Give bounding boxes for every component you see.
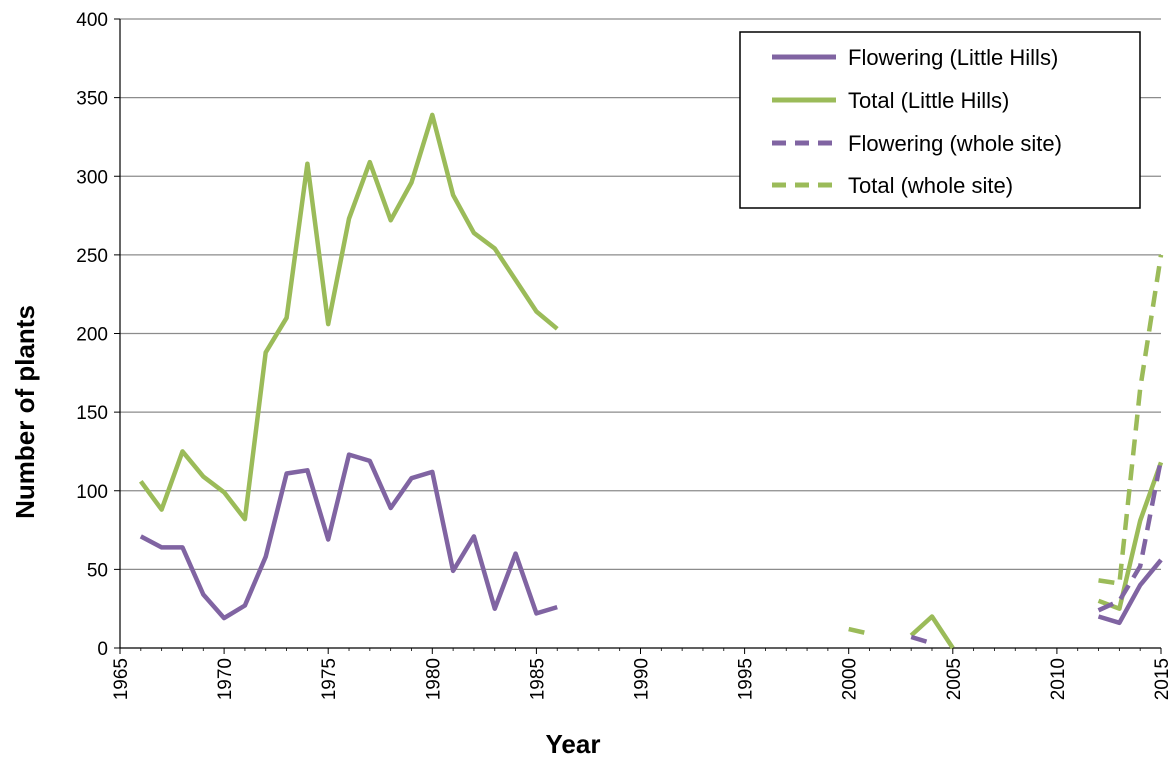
series-flowering-whole-site-segment-0	[910, 634, 933, 646]
legend: Flowering (Little Hills) Total (Little H…	[739, 31, 1141, 209]
y-tick-label-400: 400	[76, 10, 108, 31]
series-total-whole-site-segment-0	[848, 626, 870, 636]
x-tick-label-2015: 2015	[1152, 658, 1173, 700]
series-total-little-hills-segment-1	[909, 614, 955, 650]
x-tick-label-2000: 2000	[840, 658, 861, 700]
y-tick-label-150: 150	[76, 403, 108, 424]
axes	[114, 18, 1162, 654]
y-tick-label-200: 200	[76, 325, 108, 346]
x-tick-label-1965: 1965	[111, 658, 132, 700]
x-tick-label-2010: 2010	[1048, 658, 1069, 700]
x-tick-label-1980: 1980	[423, 658, 444, 700]
legend-label-flowering-whole-site: Flowering (whole site)	[848, 131, 1062, 156]
legend-label-total-whole-site: Total (whole site)	[848, 173, 1013, 198]
series-lines	[138, 112, 1164, 650]
series-total-little-hills-segment-0	[138, 112, 559, 522]
y-tick-label-250: 250	[76, 246, 108, 267]
legend-label-total-little-hills: Total (Little Hills)	[848, 88, 1009, 113]
y-tick-label-100: 100	[76, 482, 108, 503]
y-tick-label-350: 350	[76, 89, 108, 110]
y-tick-label-300: 300	[76, 167, 108, 188]
x-axis-title: Year	[546, 729, 601, 758]
x-tick-label-1975: 1975	[319, 658, 340, 700]
legend-box	[739, 31, 1141, 209]
x-tick-label-1985: 1985	[527, 658, 548, 700]
x-tick-label-2005: 2005	[944, 658, 965, 700]
y-tick-label-0: 0	[97, 639, 108, 660]
legend-label-flowering-little-hills: Flowering (Little Hills)	[848, 45, 1058, 70]
x-tick-label-1970: 1970	[215, 658, 236, 700]
series-flowering-little-hills-segment-1	[1097, 558, 1163, 626]
y-axis-title: Number of plants	[10, 305, 40, 519]
y-tick-label-50: 50	[87, 560, 108, 581]
series-total-whole-site-segment-1	[1098, 254, 1164, 586]
x-tick-label-1990: 1990	[632, 658, 653, 700]
series-flowering-little-hills-segment-0	[139, 452, 558, 621]
tick-labels: 0 50 100 150 200 250 300 350 400 1965 1970 1975 1980…	[76, 10, 1173, 700]
series-flowering-whole-site-segment-1	[1097, 458, 1164, 613]
x-tick-label-1995: 1995	[736, 658, 757, 700]
